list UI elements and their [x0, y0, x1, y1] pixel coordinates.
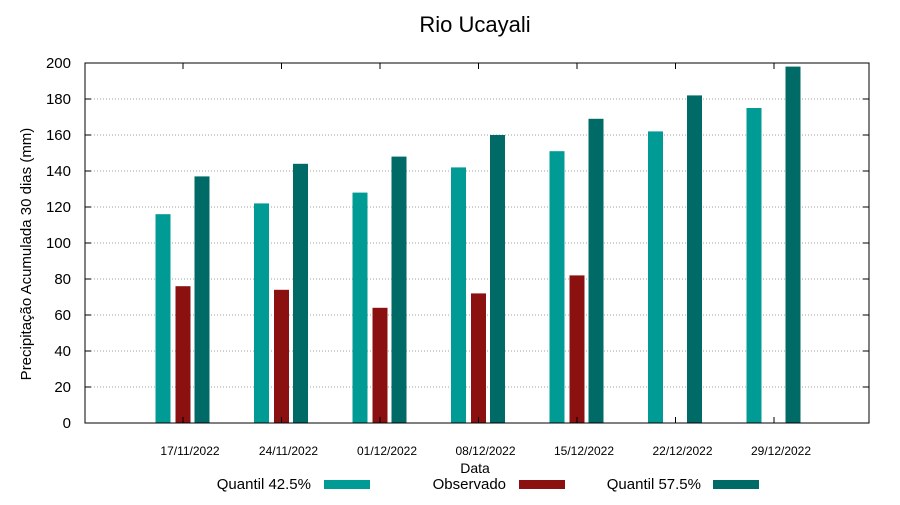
- bar-quantil-42-5: [254, 203, 269, 423]
- y-tick-label: 120: [46, 199, 71, 216]
- bar-quantil-42-5: [155, 214, 171, 423]
- y-tick-label: 40: [54, 343, 71, 360]
- legend-swatch: [519, 480, 565, 489]
- legend-label: Observado: [433, 476, 506, 493]
- chart-title: Rio Ucayali: [419, 12, 530, 37]
- bar-quantil-57-5: [785, 66, 801, 423]
- y-tick-label: 140: [46, 163, 71, 180]
- x-tick-label: 24/11/2022: [259, 444, 318, 458]
- legend: Quantil 42.5% Observado Quantil 57.5%: [217, 476, 759, 493]
- bars: [155, 66, 801, 424]
- x-tick-label: 15/12/2022: [554, 444, 614, 458]
- bar-quantil-42-5: [746, 108, 762, 423]
- bar-quantil-42-5: [648, 131, 663, 423]
- y-axis-ticks: 0 20 40 60 80 100 120 140 160 180 200: [46, 55, 869, 432]
- bar-observado: [471, 293, 486, 423]
- y-tick-label: 180: [46, 91, 71, 108]
- bar-quantil-57-5: [490, 135, 505, 423]
- y-tick-label: 0: [63, 415, 71, 432]
- legend-label: Quantil 42.5%: [217, 476, 311, 493]
- bar-quantil-57-5: [194, 176, 210, 423]
- y-tick-label: 60: [54, 307, 71, 324]
- y-tick-label: 20: [54, 379, 71, 396]
- y-tick-label: 100: [46, 235, 71, 252]
- legend-swatch: [713, 480, 759, 489]
- bar-quantil-42-5: [451, 167, 466, 423]
- x-axis-label: Data: [460, 460, 490, 476]
- bar-quantil-42-5: [549, 151, 565, 423]
- y-tick-label: 80: [54, 271, 71, 288]
- bar-quantil-57-5: [293, 163, 308, 424]
- bar-observado: [372, 307, 388, 423]
- bar-quantil-57-5: [687, 95, 702, 424]
- bar-quantil-57-5: [391, 156, 407, 423]
- legend-swatch: [324, 480, 370, 489]
- x-axis-ticks: 17/11/2022 24/11/2022 01/12/2022 08/12/2022…: [160, 63, 811, 458]
- bar-quantil-42-5: [352, 192, 368, 423]
- x-tick-label: 22/12/2022: [652, 444, 712, 458]
- bar-observado: [175, 286, 191, 423]
- y-axis-label: Precipitação Acumulada 30 dias (mm): [18, 128, 35, 381]
- x-tick-label: 29/12/2022: [751, 444, 811, 458]
- x-tick-label: 17/11/2022: [160, 444, 219, 458]
- bar-quantil-57-5: [588, 118, 604, 424]
- bar-observado: [274, 289, 289, 423]
- x-tick-label: 01/12/2022: [357, 444, 417, 458]
- x-tick-label: 08/12/2022: [455, 444, 515, 458]
- y-tick-label: 160: [46, 127, 71, 144]
- y-tick-label: 200: [46, 55, 71, 72]
- legend-label: Quantil 57.5%: [607, 476, 701, 493]
- bar-observado: [569, 275, 585, 423]
